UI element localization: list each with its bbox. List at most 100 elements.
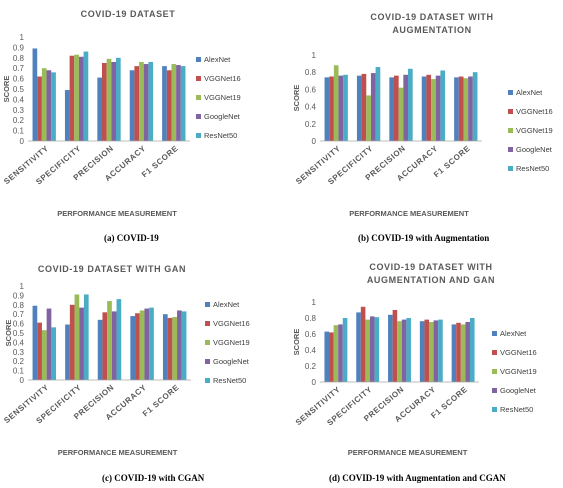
bar: [435, 75, 441, 141]
bar: [375, 67, 381, 141]
bar: [365, 319, 370, 382]
bar: [389, 77, 395, 141]
chart-svg-d: COVID-19 DATASET WITH AUGMENTATION AND GA…: [292, 262, 537, 457]
bar: [468, 76, 473, 141]
legend-label: VGGNet16: [516, 107, 553, 116]
legend-label: VGGNet19: [213, 338, 250, 347]
legend-label: ResNet50: [516, 164, 549, 173]
bar: [162, 314, 168, 380]
legend-swatch: [492, 331, 497, 336]
bar: [41, 68, 47, 141]
legend-swatch: [196, 133, 201, 138]
bar: [438, 319, 443, 382]
bar: [106, 58, 112, 142]
chart-title-line: AUGMENTATION: [392, 25, 471, 35]
bar: [440, 70, 446, 141]
bar: [392, 310, 398, 382]
legend-label: AlexNet: [516, 88, 543, 97]
bar: [37, 76, 42, 141]
bar: [329, 332, 334, 382]
bar: [130, 316, 136, 380]
bar: [338, 324, 343, 382]
bar: [433, 320, 439, 382]
bar: [78, 56, 84, 142]
bar: [176, 65, 181, 141]
legend-swatch: [196, 95, 201, 100]
y-tick-label: 0.7: [13, 310, 25, 319]
legend-swatch: [508, 166, 513, 171]
bar: [172, 317, 178, 380]
bar: [148, 61, 154, 141]
bar: [333, 325, 339, 382]
chart-svg-b: COVID-19 DATASET WITH AUGMENTATION 0 0.2 0.4…: [292, 12, 553, 218]
bar: [129, 70, 135, 141]
y-tick-label: 0.4: [13, 95, 25, 104]
y-tick-label: 0.9: [13, 291, 25, 300]
legend-swatch: [205, 359, 210, 364]
legend-label: VGGNet16: [500, 348, 537, 357]
bar: [370, 73, 376, 141]
bar: [139, 61, 144, 141]
y-tick-label: 0.4: [305, 346, 317, 355]
bar: [408, 68, 413, 141]
bar: [338, 75, 344, 141]
bar: [429, 322, 434, 382]
bar: [324, 77, 330, 141]
caption-d: (d) COVID-19 with Augmentation and CGAN: [329, 473, 506, 483]
y-tick-label: 0.8: [13, 54, 25, 63]
y-tick-label: 0.8: [305, 314, 317, 323]
bar: [74, 294, 80, 380]
y-tick-label: 0.1: [13, 127, 25, 136]
bar: [360, 306, 366, 382]
bar: [180, 66, 186, 141]
bar: [143, 64, 149, 141]
bar: [343, 74, 348, 141]
bar: [397, 321, 402, 382]
y-tick-label: 0: [20, 376, 25, 385]
chart-panel-a: COVID-19 DATASET 0 0.1 0.2 0.3 0.4 0.5 0.6 0.7 0.…: [0, 0, 282, 230]
legend-label: GoogleNet: [516, 145, 553, 154]
bar: [32, 305, 38, 380]
y-tick-label: 0.6: [305, 85, 317, 94]
caption-a: (a) COVID-19: [104, 233, 159, 243]
bar: [403, 74, 408, 141]
y-tick-label: 0.2: [305, 362, 317, 371]
legend-swatch: [492, 369, 497, 374]
y-tick-label: 0.2: [13, 357, 25, 366]
bar: [97, 77, 103, 141]
bar: [102, 312, 108, 380]
bar: [451, 324, 457, 382]
y-tick-label: 0: [312, 137, 317, 146]
bar: [162, 66, 167, 141]
legend-swatch: [508, 90, 513, 95]
y-tick-label: 0.8: [13, 301, 25, 310]
legend-label: VGGNet16: [204, 74, 241, 83]
chart-title-line: COVID-19 DATASET WITH: [370, 12, 493, 22]
legend-label: VGGNet16: [213, 319, 250, 328]
bar: [361, 73, 367, 141]
bar: [356, 312, 361, 382]
legend-swatch: [196, 76, 201, 81]
legend-swatch: [508, 147, 513, 152]
legend-label: VGGNet19: [204, 93, 241, 102]
bar: [460, 324, 466, 382]
legend-label: AlexNet: [500, 329, 527, 338]
bar: [149, 307, 154, 380]
bar: [46, 308, 52, 380]
legend-label: AlexNet: [213, 300, 240, 309]
bar: [406, 318, 411, 382]
bar: [83, 51, 89, 142]
bar: [431, 79, 436, 141]
bar: [116, 57, 121, 141]
caption-b: (b) COVID-19 with Augmentation: [358, 233, 490, 243]
y-tick-label: 0.6: [13, 75, 25, 84]
bar: [32, 48, 38, 141]
bar: [167, 317, 173, 380]
caption-c: (c) COVID-19 with CGAN: [102, 473, 205, 483]
bar: [421, 76, 427, 141]
y-axis-label: SCORE: [292, 329, 301, 356]
chart-panel-b: COVID-19 DATASET WITH AUGMENTATION 0 0.2 0.4…: [282, 0, 563, 230]
legend-label: GoogleNet: [213, 357, 250, 366]
bar: [369, 316, 375, 382]
bar: [472, 72, 478, 141]
